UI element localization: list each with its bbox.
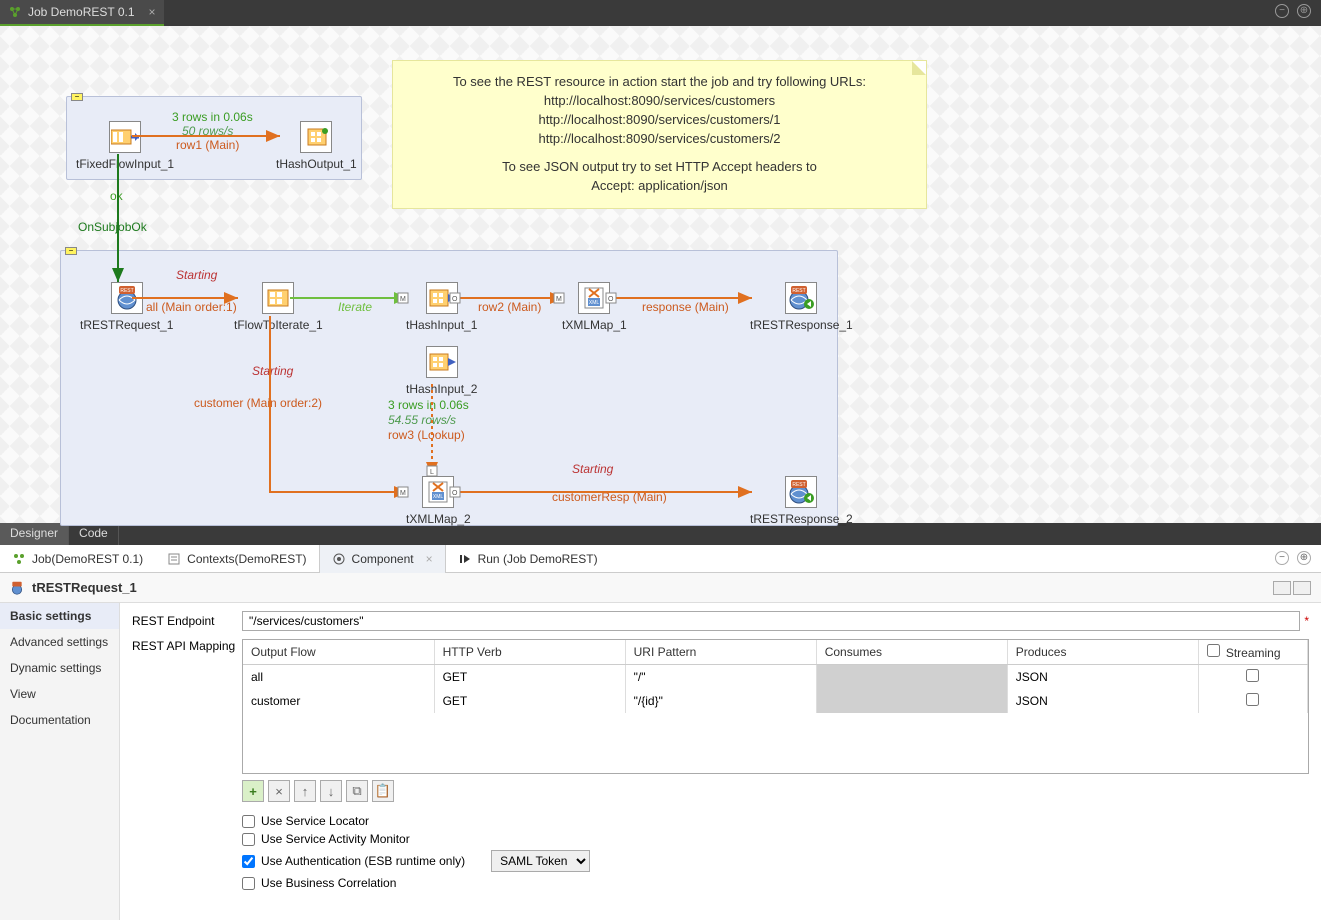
copy-button[interactable]: ⧉ (346, 780, 368, 802)
required-mark: * (1304, 614, 1309, 628)
remove-row-button[interactable]: × (268, 780, 290, 802)
tab-job[interactable]: Job(DemoREST 0.1) (0, 545, 155, 573)
move-up-button[interactable]: ↑ (294, 780, 316, 802)
subjob-collapse-icon[interactable]: − (65, 247, 77, 255)
mapping-label: REST API Mapping (132, 639, 242, 653)
svg-text:XML: XML (589, 300, 600, 306)
service-locator-checkbox[interactable] (242, 815, 255, 828)
component-trestresponse1[interactable]: REST tRESTResponse_1 (750, 282, 853, 332)
sidenav-doc[interactable]: Documentation (0, 707, 119, 733)
maximize-button[interactable]: ⊕ (1297, 4, 1311, 18)
col-consumes: Consumes (816, 640, 1007, 665)
component-sidenav: Basic settings Advanced settings Dynamic… (0, 603, 120, 920)
endpoint-input[interactable] (242, 611, 1300, 631)
stat-rate: 50 rows/s (182, 124, 233, 138)
conn-row1: row1 (Main) (176, 138, 239, 152)
component-thashinput1[interactable]: tHashInput_1 (406, 282, 477, 332)
col-streaming: Streaming (1198, 640, 1307, 665)
note-line: http://localhost:8090/services/customers… (417, 130, 902, 149)
note-line: http://localhost:8090/services/customers (417, 92, 902, 111)
streaming-checkbox[interactable] (1246, 669, 1259, 682)
job-icon (12, 552, 26, 566)
component-thashinput2[interactable]: tHashInput_2 (406, 346, 477, 396)
canvas-note[interactable]: To see the REST resource in action start… (392, 60, 927, 209)
sidenav-basic[interactable]: Basic settings (0, 603, 119, 629)
component-tflowtoiterate[interactable]: tFlowToIterate_1 (234, 282, 323, 332)
panel-minimize-button[interactable]: − (1275, 551, 1289, 565)
tab-run[interactable]: Run (Job DemoREST) (446, 545, 610, 573)
tab-code[interactable]: Code (69, 523, 119, 545)
job-icon (8, 5, 22, 19)
lbl-customer: customer (Main order:2) (194, 396, 322, 410)
component-txmlmap2[interactable]: XML tXMLMap_2 (406, 476, 471, 526)
lbl-custresp: customerResp (Main) (552, 490, 667, 504)
stat-rate2: 54.55 rows/s (388, 413, 456, 427)
svg-text:REST: REST (120, 288, 133, 294)
lbl-starting3: Starting (572, 462, 613, 476)
note-line: http://localhost:8090/services/customers… (417, 111, 902, 130)
panel-maximize-button[interactable]: ⊕ (1297, 551, 1311, 565)
minimize-button[interactable]: − (1275, 4, 1289, 18)
tab-close-icon[interactable]: × (149, 5, 156, 19)
col-produces: Produces (1007, 640, 1198, 665)
subjob-collapse-icon[interactable]: − (71, 93, 83, 101)
sam-checkbox[interactable] (242, 833, 255, 846)
auth-checkbox[interactable] (242, 855, 255, 868)
table-row[interactable]: customer GET "/{id}" JSON (243, 689, 1308, 713)
col-outputflow: Output Flow (243, 640, 434, 665)
tab-contexts[interactable]: Contexts(DemoREST) (155, 545, 318, 573)
lbl-starting: Starting (176, 268, 217, 282)
note-line: Accept: application/json (417, 177, 902, 196)
svg-text:XML: XML (433, 494, 444, 500)
lbl-row3: row3 (Lookup) (388, 428, 465, 442)
tab-component[interactable]: Component × (319, 545, 446, 573)
job-tab-label: Job DemoREST 0.1 (28, 5, 135, 19)
rest-request-icon (10, 581, 24, 595)
component-tfixedflowinput[interactable]: tFixedFlowInput_1 (76, 121, 174, 171)
sidenav-dynamic[interactable]: Dynamic settings (0, 655, 119, 681)
business-corr-checkbox[interactable] (242, 877, 255, 890)
run-icon (458, 552, 472, 566)
sidenav-view[interactable]: View (0, 681, 119, 707)
svg-text:REST: REST (793, 482, 806, 488)
lbl-iterate: Iterate (338, 300, 372, 314)
stat-rows: 3 rows in 0.06s (172, 110, 253, 124)
link-ok: ok (110, 189, 123, 203)
stat-rows2: 3 rows in 0.06s (388, 398, 469, 412)
lbl-row2: row2 (Main) (478, 300, 541, 314)
table-row[interactable]: all GET "/" JSON (243, 665, 1308, 690)
link-onsubjobok: OnSubjobOk (78, 220, 147, 234)
tab-close-icon[interactable]: × (426, 552, 433, 566)
component-thashoutput[interactable]: tHashOutput_1 (276, 121, 357, 171)
job-tab[interactable]: Job DemoREST 0.1 × (0, 0, 164, 26)
streaming-header-checkbox[interactable] (1207, 644, 1220, 657)
endpoint-label: REST Endpoint (132, 614, 242, 628)
streaming-checkbox[interactable] (1246, 693, 1259, 706)
sidenav-advanced[interactable]: Advanced settings (0, 629, 119, 655)
lbl-response: response (Main) (642, 300, 729, 314)
move-down-button[interactable]: ↓ (320, 780, 342, 802)
mapping-table[interactable]: Output Flow HTTP Verb URI Pattern Consum… (243, 640, 1308, 773)
note-line: To see the REST resource in action start… (417, 73, 902, 92)
view-toggle-list[interactable] (1293, 581, 1311, 595)
svg-text:REST: REST (793, 288, 806, 294)
designer-canvas[interactable]: To see the REST resource in action start… (0, 26, 1321, 523)
paste-button[interactable]: 📋 (372, 780, 394, 802)
col-uripattern: URI Pattern (625, 640, 816, 665)
auth-type-select[interactable]: SAML Token (491, 850, 590, 872)
add-row-button[interactable]: + (242, 780, 264, 802)
component-trestresponse2[interactable]: REST tRESTResponse_2 (750, 476, 853, 526)
lbl-allmain: all (Main order:1) (146, 300, 237, 314)
component-title: tRESTRequest_1 (32, 580, 137, 595)
view-toggle-grid[interactable] (1273, 581, 1291, 595)
tab-designer[interactable]: Designer (0, 523, 69, 545)
lbl-starting2: Starting (252, 364, 293, 378)
component-txmlmap1[interactable]: XML tXMLMap_1 (562, 282, 627, 332)
component-icon (332, 552, 346, 566)
contexts-icon (167, 552, 181, 566)
col-httpverb: HTTP Verb (434, 640, 625, 665)
note-line: To see JSON output try to set HTTP Accep… (417, 158, 902, 177)
